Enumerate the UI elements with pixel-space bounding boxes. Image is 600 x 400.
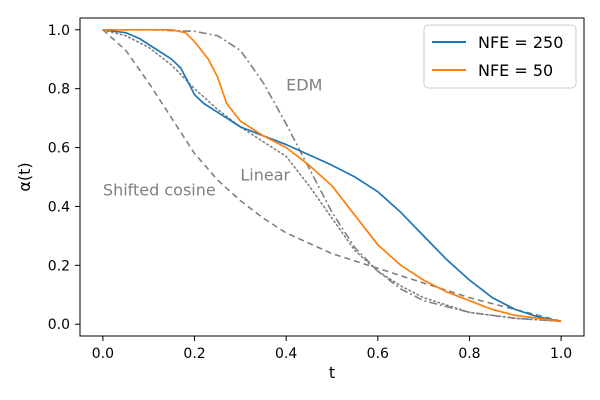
legend-label-nfe-50: NFE = 50 <box>478 61 553 80</box>
x-tick-label: 0.2 <box>183 346 205 362</box>
y-tick-label: 0.8 <box>48 82 70 98</box>
series-layer <box>102 28 562 323</box>
y-tick-label: 1.0 <box>48 23 70 39</box>
y-tick-label: 0.0 <box>48 317 70 333</box>
y-tick-label: 0.6 <box>48 141 70 157</box>
series-line-shifted-cosine <box>102 29 562 323</box>
legend: NFE = 250 NFE = 50 <box>423 24 577 89</box>
series-line-edm <box>102 29 562 323</box>
annotation-edm: EDM <box>286 76 322 95</box>
series-line-nfe-50 <box>102 28 562 323</box>
series-line-nfe-250 <box>102 28 562 323</box>
x-tick-label: 0.6 <box>367 346 389 362</box>
annotation-layer: EDM Linear Shifted cosine <box>103 76 323 200</box>
y-tick-label: 0.2 <box>48 258 70 274</box>
x-axis-label: t <box>329 363 335 382</box>
y-axis: 0.0 0.2 0.4 0.6 0.8 1.0 <box>48 23 80 333</box>
y-axis-label: α(t) <box>15 162 34 191</box>
legend-box <box>423 24 577 89</box>
x-tick-label: 0.4 <box>275 346 297 362</box>
series-line-linear <box>102 29 562 323</box>
x-tick-label: 0.8 <box>458 346 480 362</box>
annotation-shifted-cosine: Shifted cosine <box>103 180 216 199</box>
x-axis: 0.0 0.2 0.4 0.6 0.8 1.0 <box>92 336 572 362</box>
plot-frame <box>79 17 585 337</box>
x-tick-label: 1.0 <box>550 346 572 362</box>
annotation-linear: Linear <box>240 166 290 185</box>
y-tick-label: 0.4 <box>48 199 70 215</box>
x-tick-label: 0.0 <box>92 346 114 362</box>
legend-label-nfe-250: NFE = 250 <box>478 33 563 52</box>
